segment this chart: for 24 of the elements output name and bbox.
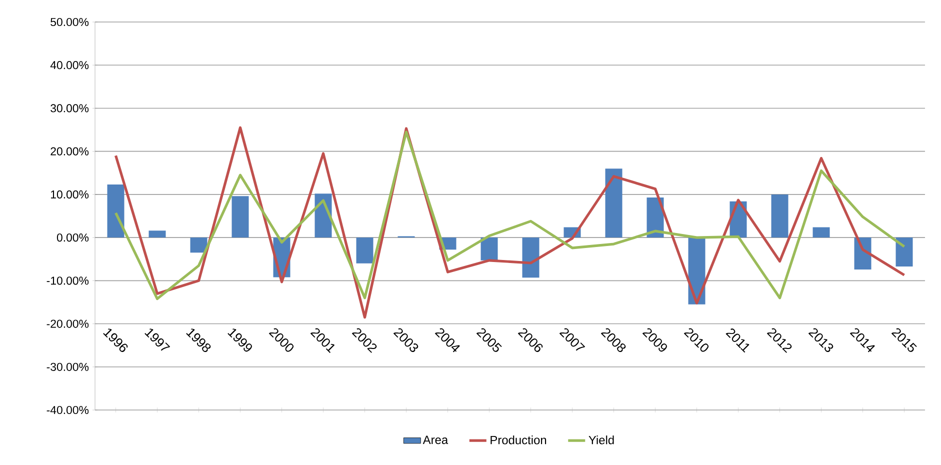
bar: [771, 194, 788, 238]
bar: [896, 238, 913, 266]
bar: [356, 238, 374, 264]
legend-label: Yield: [588, 436, 614, 444]
y-tick-label: -20.00%: [46, 320, 89, 328]
y-tick-label: 50.00%: [50, 18, 89, 26]
y-tick-label: 30.00%: [50, 104, 89, 112]
bar: [605, 168, 622, 238]
legend-label: Area: [422, 436, 448, 444]
bar: [480, 238, 498, 260]
y-tick-label: 40.00%: [50, 61, 89, 70]
bar: [107, 184, 124, 238]
legend-label: Production: [490, 436, 546, 444]
y-tick-label: -30.00%: [46, 362, 89, 371]
bar: [190, 238, 208, 253]
y-tick-label: 0.00%: [56, 234, 89, 242]
bar: [148, 230, 166, 238]
bar: [232, 196, 249, 238]
y-tick-label: -40.00%: [46, 406, 89, 414]
y-tick-label: 10.00%: [50, 190, 89, 198]
y-tick-label: -10.00%: [46, 276, 89, 285]
bar: [522, 238, 540, 278]
y-tick-label: 20.00%: [50, 147, 89, 156]
bar: [812, 227, 830, 238]
